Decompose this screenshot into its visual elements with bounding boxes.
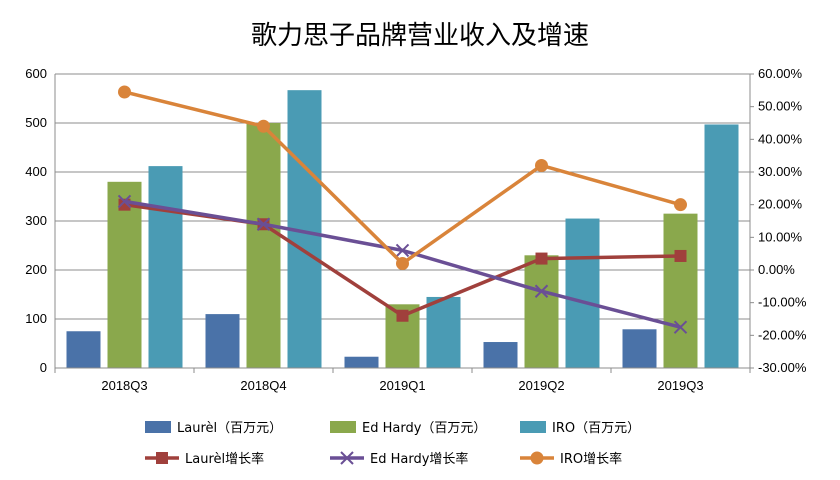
legend-swatch [145,421,171,433]
data-point [674,249,687,262]
data-point [118,85,131,99]
legend-label: Laurèl（百万元） [177,421,282,436]
legend-label: Ed Hardy增长率 [370,451,468,467]
y-left-tick-label: 100 [25,311,47,326]
y-left-tick-label: 0 [40,360,47,375]
data-point [674,198,687,212]
legend-label: Laurèl增长率 [185,451,264,467]
legend-label: IRO（百万元） [552,421,640,436]
y-right-tick-label: 60.00% [758,66,803,81]
y-right-tick-label: 30.00% [758,164,803,179]
bar [524,255,559,368]
y-right-tick-label: -30.00% [758,360,807,375]
bar [565,218,600,368]
data-point [340,451,354,465]
data-point [673,320,688,334]
data-point [156,452,168,464]
bar [344,356,379,368]
y-left-tick-label: 600 [25,66,47,81]
x-tick-label: 2019Q2 [518,378,564,393]
y-right-tick-label: 10.00% [758,229,803,244]
bar [483,342,518,368]
legend-swatch [520,421,546,433]
y-left-tick-label: 500 [25,115,47,130]
data-point-stroke [534,284,549,298]
bar [663,213,698,368]
data-point [396,309,409,322]
data-point-stroke [256,217,271,231]
y-right-tick-label: 0.00% [758,262,795,277]
data-point-stroke [117,194,132,209]
bars [66,90,739,369]
y-left-tick-label: 200 [25,262,47,277]
data-point [396,256,409,270]
data-point [535,252,548,265]
y-right-tick-label: -10.00% [758,295,807,310]
data-point-stroke [395,243,410,258]
y-right-tick-label: 50.00% [758,99,803,114]
y-left-tick-label: 300 [25,213,47,228]
bar [246,123,281,368]
data-point-stroke [673,320,688,334]
bar [704,124,739,368]
chart-title: 歌力思子品牌营业收入及增速 [251,21,589,51]
axes [54,73,754,373]
tick-labels: 0 100 200 300 400 500 600 -30.00% -20.00% -10.00%… [25,66,807,393]
legend: Laurèl（百万元） Ed Hardy（百万元） IRO（百万元） Laurèl增长… [145,421,640,467]
data-point [395,243,410,258]
data-point [257,119,270,133]
bar [148,166,183,368]
y-left-tick-label: 400 [25,164,47,179]
x-tick-label: 2019Q1 [379,378,425,393]
line-series [117,85,688,334]
data-point [530,451,544,465]
bar [426,296,461,368]
x-tick-label: 2018Q4 [240,378,286,393]
data-point [117,194,132,209]
x-tick-label: 2019Q3 [657,378,703,393]
bar [66,331,101,368]
data-point [535,158,548,172]
y-right-tick-label: 20.00% [758,197,803,212]
data-point-stroke [340,451,354,465]
bar [622,329,657,368]
legend-label: IRO增长率 [560,451,622,467]
bar [107,181,142,368]
data-point [256,217,271,231]
x-tick-label: 2018Q3 [101,378,147,393]
legend-swatch [330,421,356,433]
legend-label: Ed Hardy（百万元） [362,421,486,436]
y-right-tick-label: -20.00% [758,327,807,342]
bar [205,314,240,368]
data-point [534,284,549,298]
y-right-tick-label: 40.00% [758,131,803,146]
